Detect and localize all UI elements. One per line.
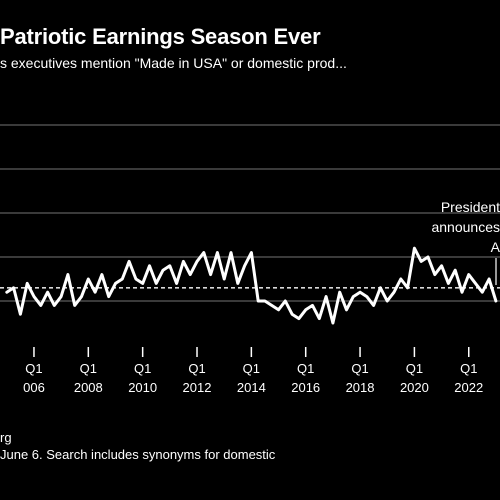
x-tick-label-quarter: Q1 bbox=[25, 361, 42, 376]
annotation-line: A bbox=[491, 239, 500, 255]
source-text: rg bbox=[0, 430, 12, 445]
x-tick-label-quarter: Q1 bbox=[134, 361, 151, 376]
series-layer bbox=[5, 246, 498, 325]
x-tick-label-year: 2016 bbox=[291, 380, 320, 395]
x-tick-label-quarter: Q1 bbox=[188, 361, 205, 376]
x-tick-label-quarter: Q1 bbox=[297, 361, 314, 376]
annotation: President announces A bbox=[431, 199, 500, 285]
annotation-line: President bbox=[441, 199, 500, 215]
x-tick-label-year: 2022 bbox=[454, 380, 483, 395]
chart-subtitle: s executives mention "Made in USA" or do… bbox=[0, 55, 347, 71]
x-axis: Q1 006 Q1 2008 Q1 2010 Q1 2012 Q1 2014 Q1 2016 Q1 201… bbox=[23, 347, 483, 395]
gridlines bbox=[0, 124, 500, 302]
line-chart: Q1 006 Q1 2008 Q1 2010 Q1 2012 Q1 2014 Q1 2016 Q1 201… bbox=[0, 124, 500, 395]
chart-title: Patriotic Earnings Season Ever bbox=[0, 24, 321, 49]
note-text: June 6. Search includes synonyms for dom… bbox=[0, 447, 276, 462]
series-line bbox=[5, 246, 498, 325]
x-tick-label-year: 2020 bbox=[400, 380, 429, 395]
x-tick-label-year: 2010 bbox=[128, 380, 157, 395]
x-tick-label-quarter: Q1 bbox=[243, 361, 260, 376]
x-tick-label-quarter: Q1 bbox=[351, 361, 368, 376]
x-tick-label-year: 2012 bbox=[183, 380, 212, 395]
annotation-line: announces bbox=[431, 219, 500, 235]
x-tick-label-quarter: Q1 bbox=[406, 361, 423, 376]
x-tick-label-year: 006 bbox=[23, 380, 45, 395]
x-tick-label-year: 2018 bbox=[346, 380, 375, 395]
x-tick-label-quarter: Q1 bbox=[460, 361, 477, 376]
x-tick-label-year: 2014 bbox=[237, 380, 266, 395]
x-tick-label-year: 2008 bbox=[74, 380, 103, 395]
x-tick-label-quarter: Q1 bbox=[80, 361, 97, 376]
